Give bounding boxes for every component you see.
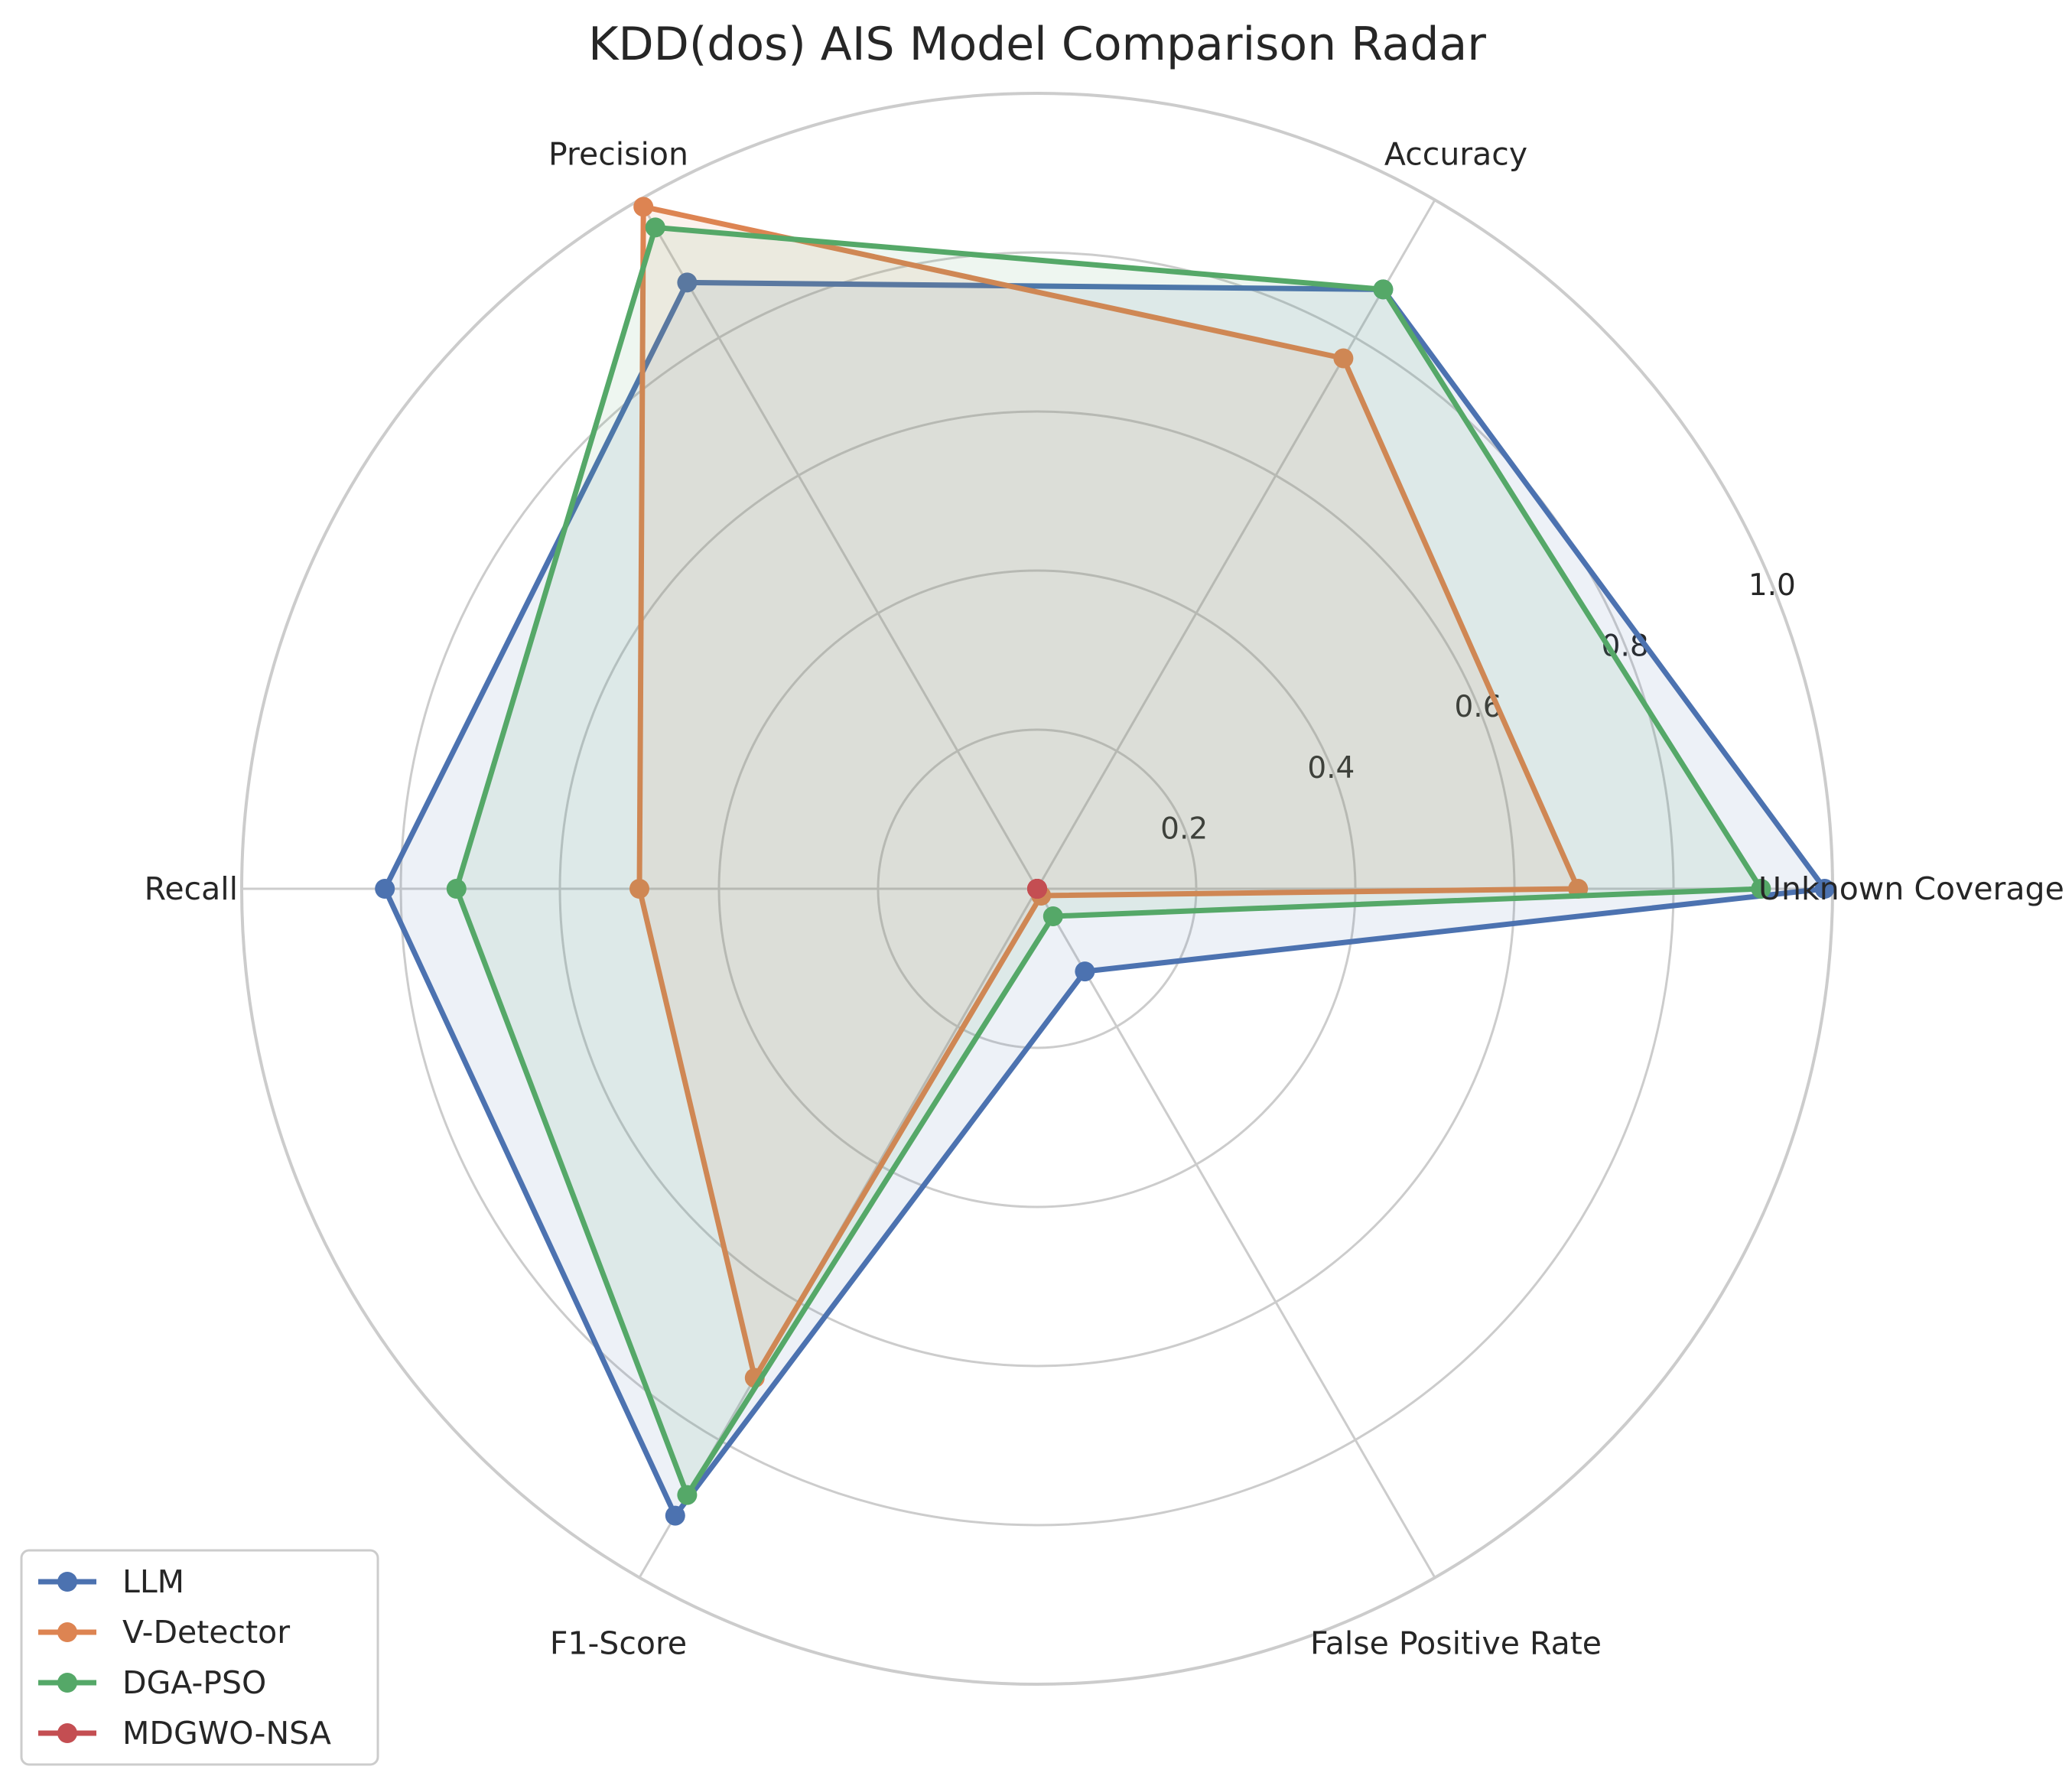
axis-label: Accuracy (1384, 136, 1527, 173)
legend-marker (57, 1673, 77, 1693)
data-point (677, 1485, 698, 1505)
data-point (1027, 879, 1047, 899)
series-fill (385, 282, 1825, 1516)
legend-label: LLM (122, 1563, 184, 1600)
series-layer (375, 197, 1835, 1526)
data-point (665, 1505, 685, 1526)
chart-title: KDD(dos) AIS Model Comparison Radar (588, 18, 1486, 71)
data-point (677, 272, 698, 293)
legend-label: MDGWO-NSA (122, 1715, 331, 1752)
data-point (1043, 906, 1063, 927)
series-mdgwo-nsa (1027, 879, 1047, 899)
axis-label-layer: Unknown Coverage Accuracy Precision Recall F… (145, 136, 2064, 1662)
data-point (629, 879, 649, 899)
axis-label: Recall (145, 870, 238, 907)
legend-marker (57, 1572, 77, 1592)
grid-spoke (1036, 199, 1436, 890)
legend-label: V-Detector (122, 1614, 290, 1651)
data-point (375, 879, 395, 899)
series-dga-pso (446, 217, 1771, 1505)
axis-label: Unknown Coverage (1758, 870, 2064, 907)
legend-frame (20, 1549, 379, 1766)
series-fill (456, 227, 1761, 1495)
r-tick-label: 0.4 (1307, 751, 1355, 786)
r-tick-label: 0.2 (1160, 812, 1208, 846)
data-point (1751, 879, 1771, 899)
data-point (633, 197, 654, 217)
legend-entry: MDGWO-NSA (38, 1715, 331, 1752)
legend-entry: DGA-PSO (38, 1664, 266, 1701)
legend-entry: V-Detector (38, 1614, 290, 1651)
data-point (1333, 348, 1354, 369)
data-point (1373, 279, 1394, 300)
axis-label: False Positive Rate (1310, 1625, 1602, 1661)
axis-label: Precision (548, 136, 688, 173)
legend-entry: LLM (38, 1563, 184, 1600)
r-tick-label: 1.0 (1748, 568, 1796, 603)
axis-label: F1-Score (550, 1625, 687, 1661)
grid-spoke (1036, 888, 1436, 1579)
data-point (1814, 879, 1835, 899)
legend: LLM V-Detector DGA-PSO MDGWO-NSA (20, 1549, 379, 1766)
legend-label: DGA-PSO (122, 1664, 266, 1701)
legend-marker (57, 1622, 77, 1642)
data-point (446, 879, 467, 899)
legend-marker (57, 1723, 77, 1743)
data-point (645, 217, 665, 238)
grid-spoke (638, 199, 1039, 890)
series-fill (639, 207, 1579, 1378)
data-point (1075, 961, 1095, 982)
